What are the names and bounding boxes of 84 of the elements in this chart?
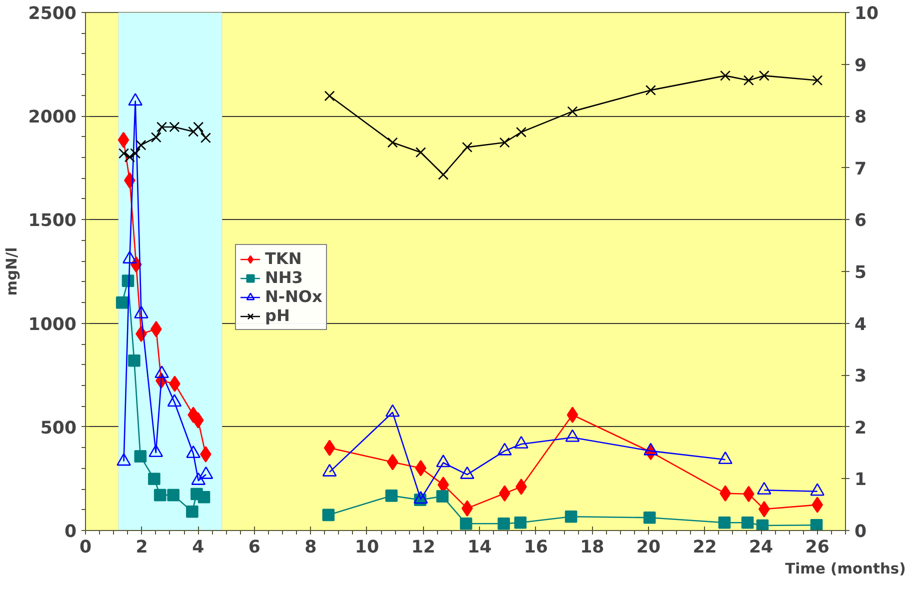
x-tick-label: 18	[580, 538, 604, 558]
x-tick-label: 0	[79, 538, 92, 558]
point	[516, 126, 526, 138]
x-tick-label: 14	[468, 538, 492, 558]
point	[322, 508, 335, 522]
point	[718, 516, 731, 529]
y-tick-label: 1000	[28, 314, 77, 335]
y2-tick-label: 5	[854, 263, 867, 283]
y2-tick-label: 1	[854, 470, 867, 490]
point	[387, 137, 398, 148]
point	[118, 132, 130, 148]
point	[124, 152, 135, 162]
point	[645, 84, 656, 96]
x-axis-title: Time (months)	[785, 560, 906, 578]
y2-tick-label: 6	[854, 211, 867, 232]
legend-label: TKN	[265, 249, 302, 268]
point	[386, 454, 398, 470]
point	[324, 90, 335, 102]
point	[498, 485, 510, 502]
point	[156, 122, 168, 132]
point	[462, 142, 472, 152]
point	[134, 450, 147, 462]
point	[148, 472, 160, 486]
y2-tick-label: 0	[854, 522, 867, 542]
point	[720, 70, 731, 81]
point	[154, 488, 166, 502]
y2-tick-label: 9	[854, 56, 867, 76]
point	[167, 488, 180, 502]
legend-label: N-NOx	[265, 287, 322, 306]
y-tick-label: 2500	[28, 4, 77, 24]
point	[200, 132, 211, 144]
x-tick-label: 10	[354, 538, 380, 558]
x-tick-label: 24	[749, 538, 774, 558]
point	[128, 354, 140, 367]
point	[169, 122, 180, 132]
point	[566, 406, 578, 424]
x-tick-label: 4	[192, 538, 204, 558]
point	[438, 169, 449, 180]
y-tick-label: 2000	[28, 108, 77, 128]
point	[324, 440, 336, 456]
point	[198, 490, 210, 504]
y2-tick-label: 10	[854, 4, 879, 24]
x-tick-label: 22	[692, 538, 717, 558]
point	[150, 132, 162, 143]
point	[193, 122, 204, 132]
x-tick-label: 12	[411, 538, 436, 558]
point	[810, 518, 823, 530]
point	[186, 505, 198, 518]
x-tick-label: 8	[304, 538, 317, 558]
legend-label: pH	[265, 306, 290, 325]
point	[436, 490, 449, 502]
point	[756, 519, 769, 530]
point	[643, 512, 656, 524]
y2-tick-label: 7	[854, 159, 867, 180]
x-tick-label: 2	[136, 538, 148, 558]
x-tick-label: 20	[636, 538, 661, 558]
y-tick-label: 1500	[28, 211, 77, 232]
y2-tick-label: 3	[854, 366, 867, 387]
point	[498, 518, 510, 530]
point	[416, 147, 426, 158]
y-axis-title: mgN/l	[3, 247, 20, 296]
point	[192, 412, 204, 428]
point	[564, 510, 578, 523]
point	[385, 490, 398, 502]
point	[743, 75, 754, 86]
point	[460, 518, 472, 530]
point	[758, 70, 770, 81]
point	[136, 140, 146, 150]
legend-label: NH3	[265, 268, 303, 287]
point	[116, 296, 128, 309]
y2-tick-label: 4	[854, 314, 867, 335]
point	[741, 516, 754, 529]
x-tick-label: 16	[524, 538, 548, 558]
y-tick-label: 0	[64, 522, 77, 542]
y-tick-label: 500	[40, 418, 76, 438]
point	[812, 75, 823, 86]
y2-tick-label: 2	[854, 418, 867, 438]
y2-tick-label: 8	[854, 108, 867, 128]
x-tick-label: 6	[248, 538, 260, 558]
x-tick-label: 26	[805, 538, 830, 558]
point	[188, 126, 199, 137]
point	[514, 516, 527, 529]
point	[567, 106, 578, 117]
point	[499, 137, 510, 148]
